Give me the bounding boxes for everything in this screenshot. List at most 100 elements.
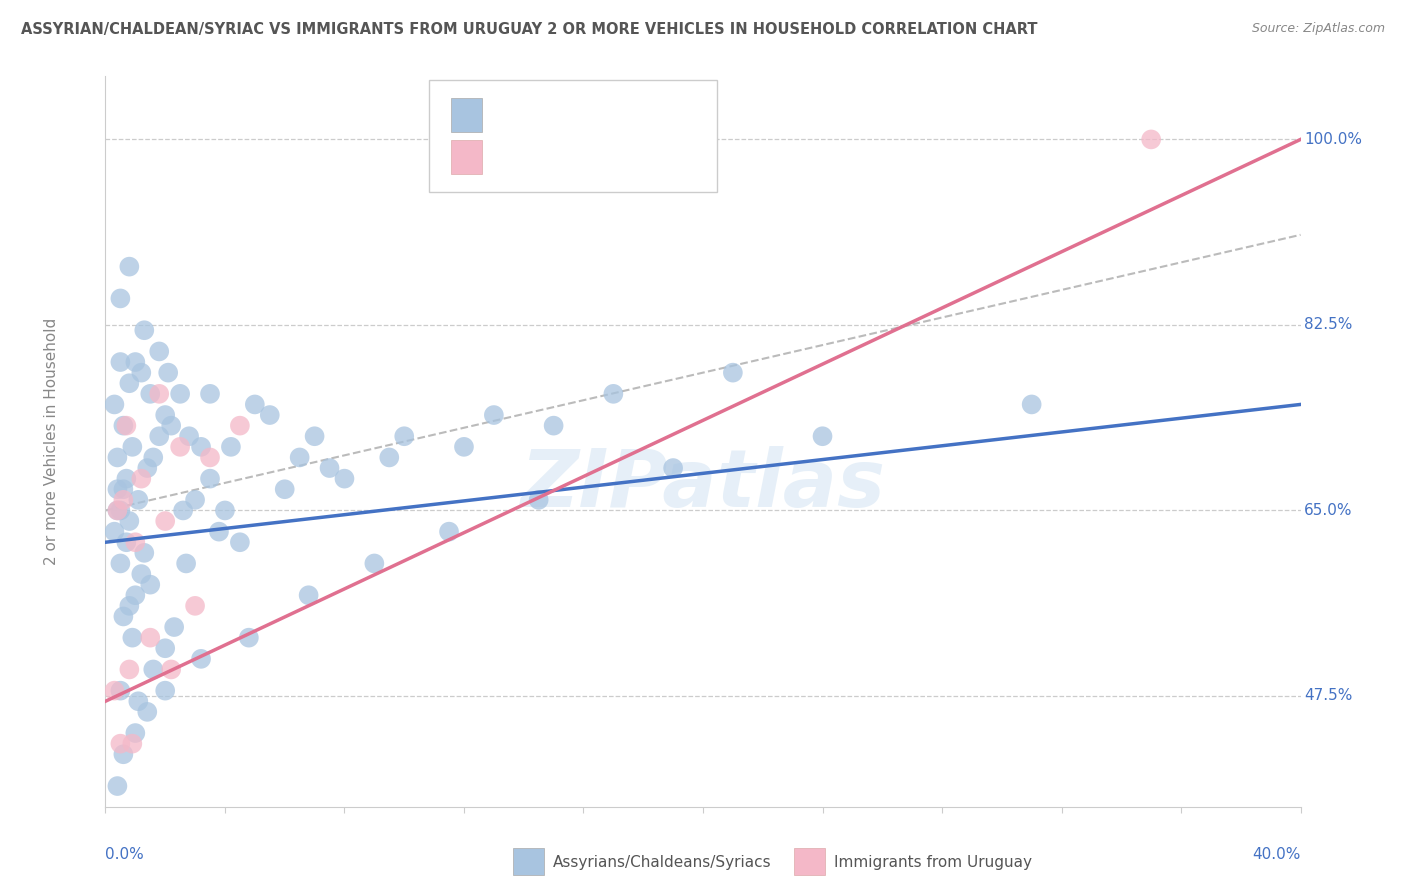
Point [107, 482, 129, 496]
Text: 0.211: 0.211 [526, 108, 574, 123]
Point [177, 429, 200, 443]
Point [124, 588, 146, 602]
Point [198, 450, 221, 465]
Text: 81: 81 [628, 108, 650, 123]
Point [318, 461, 340, 475]
Point [243, 397, 266, 411]
Point [238, 631, 260, 645]
Point [139, 387, 162, 401]
Point [129, 472, 153, 486]
Point [134, 323, 156, 337]
Text: Assyrians/Chaldeans/Syriacs: Assyrians/Chaldeans/Syriacs [553, 855, 770, 870]
Point [136, 705, 159, 719]
Text: R =: R = [491, 149, 524, 164]
Point [153, 408, 177, 422]
Text: 100.0%: 100.0% [1305, 132, 1362, 147]
Point [115, 418, 138, 433]
Point [103, 524, 125, 539]
Point [118, 663, 141, 677]
Point [103, 683, 125, 698]
Point [437, 524, 460, 539]
Point [148, 429, 170, 443]
Point [110, 737, 132, 751]
Point [118, 376, 141, 391]
Point [121, 440, 143, 454]
Point [124, 726, 146, 740]
Point [160, 663, 183, 677]
Point [1140, 132, 1163, 146]
Point [273, 482, 295, 496]
Point [157, 366, 180, 380]
Text: Immigrants from Uruguay: Immigrants from Uruguay [834, 855, 1032, 870]
Point [139, 631, 162, 645]
Text: N =: N = [579, 108, 623, 123]
Text: 82.5%: 82.5% [1305, 318, 1353, 333]
Point [142, 450, 165, 465]
Point [107, 503, 129, 517]
Point [136, 461, 159, 475]
Text: N =: N = [579, 149, 623, 164]
Point [214, 503, 236, 517]
Point [142, 663, 165, 677]
Point [112, 418, 135, 433]
Point [288, 450, 311, 465]
Text: 0.0%: 0.0% [105, 847, 145, 863]
Point [198, 387, 221, 401]
Point [121, 631, 143, 645]
Point [127, 694, 149, 708]
Text: ASSYRIAN/CHALDEAN/SYRIAC VS IMMIGRANTS FROM URUGUAY 2 OR MORE VEHICLES IN HOUSEH: ASSYRIAN/CHALDEAN/SYRIAC VS IMMIGRANTS F… [21, 22, 1038, 37]
Point [107, 503, 129, 517]
Point [811, 429, 834, 443]
Point [453, 440, 475, 454]
Point [112, 482, 135, 496]
Point [333, 472, 356, 486]
Point [110, 503, 132, 517]
Point [110, 557, 132, 571]
Point [602, 387, 624, 401]
Point [115, 535, 138, 549]
Point [124, 355, 146, 369]
Point [184, 599, 207, 613]
Text: 2 or more Vehicles in Household: 2 or more Vehicles in Household [44, 318, 59, 566]
Point [219, 440, 242, 454]
Point [208, 524, 231, 539]
Text: 40.0%: 40.0% [1253, 847, 1301, 863]
Point [153, 514, 177, 528]
Point [363, 557, 385, 571]
Point [184, 492, 207, 507]
Point [160, 418, 183, 433]
Point [129, 366, 153, 380]
Point [1021, 397, 1043, 411]
Point [378, 450, 401, 465]
Text: 65.0%: 65.0% [1305, 503, 1353, 518]
Text: R =: R = [491, 108, 524, 123]
Point [110, 292, 132, 306]
Point [174, 557, 197, 571]
Point [112, 492, 135, 507]
Point [169, 387, 191, 401]
Point [153, 683, 177, 698]
Text: ZIPatlas: ZIPatlas [520, 446, 886, 524]
Point [107, 779, 129, 793]
Point [259, 408, 281, 422]
Point [229, 535, 252, 549]
Point [721, 366, 744, 380]
Point [392, 429, 416, 443]
Point [172, 503, 194, 517]
Point [112, 609, 135, 624]
Point [190, 440, 212, 454]
Text: 47.5%: 47.5% [1305, 689, 1353, 704]
Text: Source: ZipAtlas.com: Source: ZipAtlas.com [1251, 22, 1385, 36]
Point [118, 599, 141, 613]
Point [153, 641, 177, 656]
Point [118, 260, 141, 274]
Point [121, 737, 143, 751]
Point [118, 514, 141, 528]
Point [297, 588, 319, 602]
Point [148, 344, 170, 359]
Point [103, 397, 125, 411]
Point [139, 577, 162, 591]
Point [163, 620, 186, 634]
Point [190, 652, 212, 666]
Point [198, 472, 221, 486]
